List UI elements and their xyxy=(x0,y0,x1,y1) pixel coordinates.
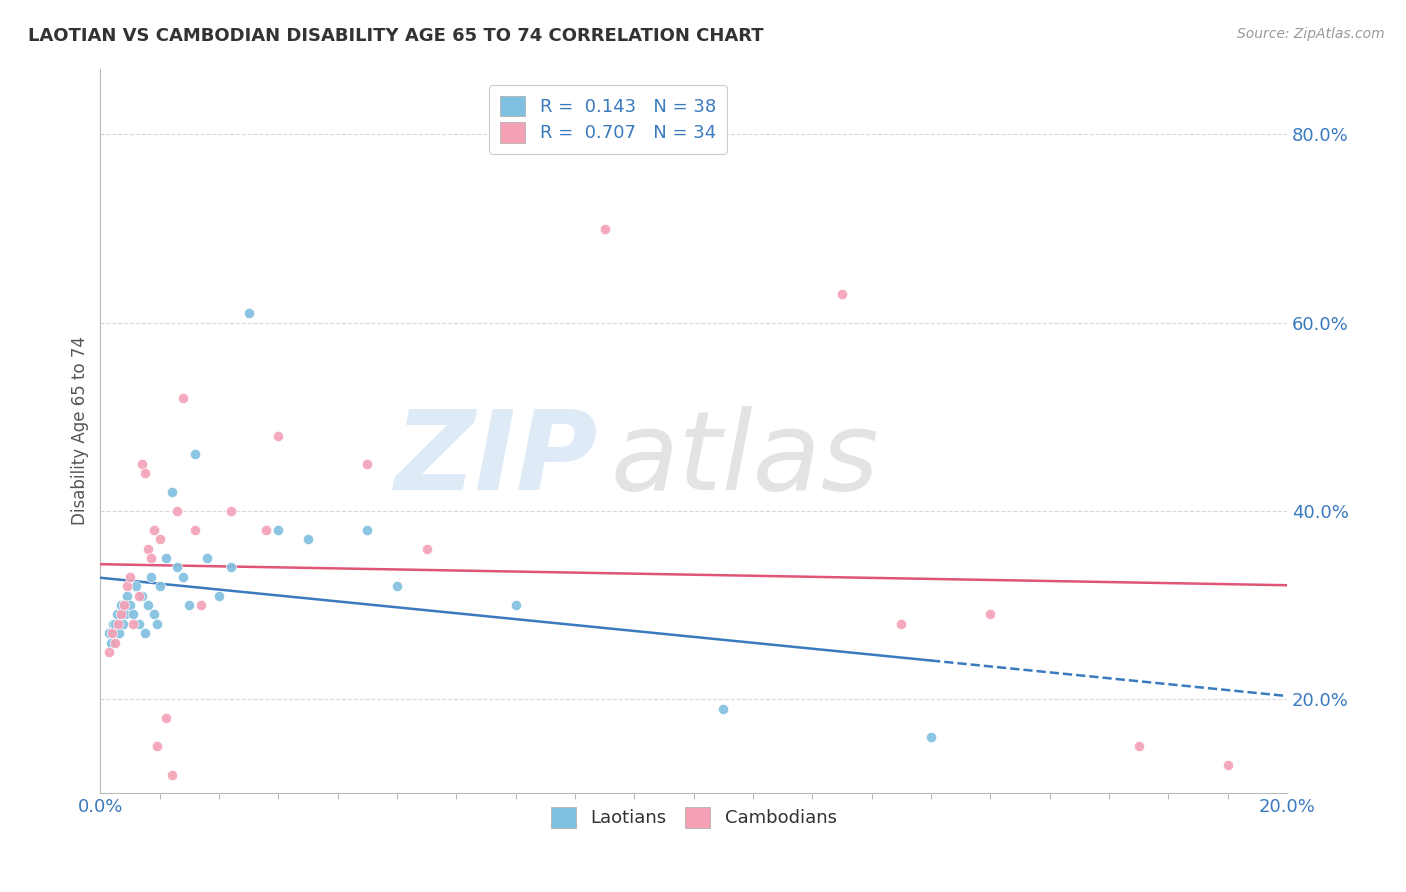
Point xyxy=(184,447,207,461)
Point xyxy=(122,607,145,622)
Point xyxy=(108,626,131,640)
Point xyxy=(385,579,408,593)
Point xyxy=(125,579,148,593)
Point xyxy=(139,551,162,566)
Point xyxy=(111,616,134,631)
Point xyxy=(160,485,183,500)
Text: atlas: atlas xyxy=(610,407,879,514)
Point xyxy=(505,598,527,612)
Legend: Laotians, Cambodians: Laotians, Cambodians xyxy=(544,800,844,835)
Point xyxy=(356,523,378,537)
Point xyxy=(128,616,150,631)
Point xyxy=(103,616,125,631)
Point xyxy=(155,551,177,566)
Point xyxy=(110,598,132,612)
Point xyxy=(890,616,912,631)
Point xyxy=(166,560,188,574)
Point xyxy=(149,532,172,546)
Point xyxy=(593,221,616,235)
Point xyxy=(256,523,278,537)
Text: ZIP: ZIP xyxy=(395,407,599,514)
Point xyxy=(160,767,183,781)
Point xyxy=(297,532,319,546)
Point xyxy=(711,701,734,715)
Point xyxy=(145,616,167,631)
Point xyxy=(105,607,128,622)
Point xyxy=(166,504,188,518)
Point xyxy=(101,626,124,640)
Point xyxy=(356,457,378,471)
Point xyxy=(131,457,153,471)
Point xyxy=(98,645,121,659)
Point xyxy=(114,607,136,622)
Point xyxy=(122,616,145,631)
Point xyxy=(128,589,150,603)
Y-axis label: Disability Age 65 to 74: Disability Age 65 to 74 xyxy=(72,336,89,525)
Point xyxy=(1216,758,1239,772)
Point xyxy=(979,607,1001,622)
Text: Source: ZipAtlas.com: Source: ZipAtlas.com xyxy=(1237,27,1385,41)
Point xyxy=(118,598,141,612)
Point xyxy=(184,523,207,537)
Point xyxy=(136,598,159,612)
Point xyxy=(110,607,132,622)
Point xyxy=(145,739,167,754)
Point xyxy=(219,560,242,574)
Point xyxy=(134,626,156,640)
Point xyxy=(107,616,129,631)
Point xyxy=(149,579,172,593)
Point xyxy=(136,541,159,556)
Point xyxy=(1128,739,1150,754)
Point xyxy=(131,589,153,603)
Point xyxy=(195,551,218,566)
Point xyxy=(208,589,231,603)
Point xyxy=(267,428,290,442)
Point xyxy=(155,711,177,725)
Point xyxy=(920,730,942,744)
Point xyxy=(831,287,853,301)
Point xyxy=(134,467,156,481)
Point xyxy=(98,626,121,640)
Point xyxy=(190,598,212,612)
Point xyxy=(142,607,165,622)
Point xyxy=(142,523,165,537)
Point xyxy=(112,598,135,612)
Point xyxy=(172,391,194,405)
Point xyxy=(172,570,194,584)
Point xyxy=(415,541,437,556)
Point xyxy=(115,589,138,603)
Point xyxy=(238,306,260,320)
Point xyxy=(179,598,201,612)
Text: LAOTIAN VS CAMBODIAN DISABILITY AGE 65 TO 74 CORRELATION CHART: LAOTIAN VS CAMBODIAN DISABILITY AGE 65 T… xyxy=(28,27,763,45)
Point xyxy=(104,616,127,631)
Point xyxy=(115,579,138,593)
Point xyxy=(219,504,242,518)
Point xyxy=(118,570,141,584)
Point xyxy=(267,523,290,537)
Point xyxy=(100,636,122,650)
Point xyxy=(139,570,162,584)
Point xyxy=(104,636,127,650)
